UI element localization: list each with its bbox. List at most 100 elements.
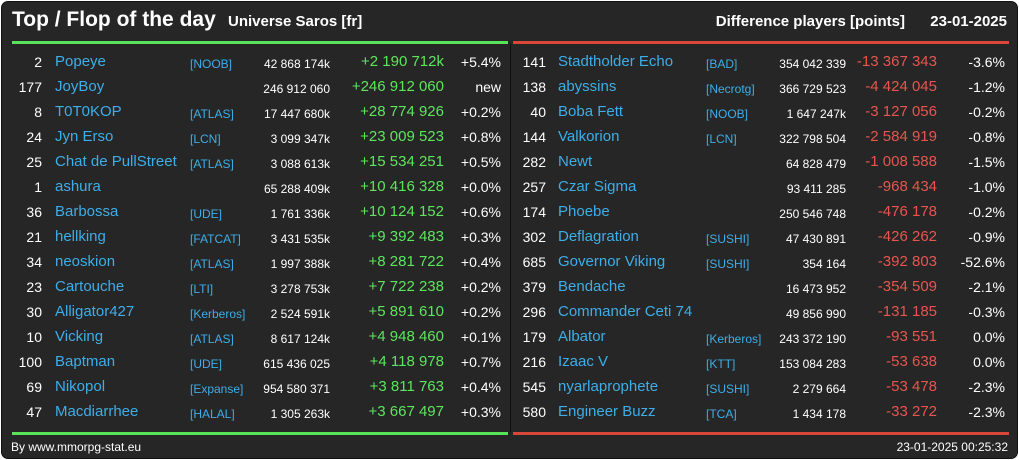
alliance-tag-link[interactable]: [Necrotg] — [706, 82, 755, 96]
points-value: 1 997 388k — [270, 257, 330, 271]
alliance-tag-link[interactable]: [LCN] — [706, 132, 737, 146]
points-value: 3 099 347k — [270, 132, 330, 146]
points-value: 1 434 178 — [792, 407, 846, 421]
points-value: 246 912 060 — [263, 82, 330, 96]
alliance-tag-link[interactable]: [HALAL] — [190, 407, 235, 421]
player-name-link[interactable]: Barbossa — [55, 203, 119, 220]
rank-value: 8 — [34, 104, 42, 120]
player-name-link[interactable]: T0T0KOP — [55, 103, 122, 120]
player-name-link[interactable]: Macdiarrhee — [55, 403, 139, 420]
player-name-link[interactable]: Alligator427 — [55, 303, 135, 320]
rank-value: 580 — [522, 404, 546, 420]
player-name-link[interactable]: nyarlaprophete — [558, 378, 659, 395]
player-name-link[interactable]: Albator — [558, 328, 606, 345]
player-name-link[interactable]: neoskion — [55, 253, 116, 270]
list-row: 144 Valkorion [LCN] 322 798 504 -2 584 919 -0… — [512, 124, 1009, 149]
flop-accent-bar-bottom — [513, 432, 1009, 435]
player-name-link[interactable]: Deflagration — [558, 228, 639, 245]
alliance-tag-link[interactable]: [NOOB] — [706, 107, 749, 121]
alliance-tag-link[interactable]: [KTT] — [706, 357, 736, 371]
points-value: 42 868 174k — [263, 57, 330, 71]
player-name-link[interactable]: Cartouche — [55, 278, 125, 295]
list-row: 257 Czar Sigma 93 411 285 -968 434 -1.0% — [512, 174, 1009, 199]
difference-value: +9 392 483 — [368, 228, 445, 245]
alliance-tag-link[interactable]: [ATLAS] — [190, 257, 234, 271]
player-name-link[interactable]: Engineer Buzz — [558, 403, 656, 420]
player-name-link[interactable]: Valkorion — [558, 128, 620, 145]
alliance-tag-link[interactable]: [Kerberos] — [706, 332, 762, 346]
points-value: 49 856 990 — [785, 307, 846, 321]
alliance-tag-link[interactable]: [UDE] — [190, 357, 223, 371]
player-name-link[interactable]: Stadtholder Echo — [558, 53, 674, 70]
alliance-tag-link[interactable]: [SUSHI] — [706, 257, 750, 271]
player-name-link[interactable]: Boba Fett — [558, 103, 624, 120]
percent-change-value: +0.1% — [460, 329, 501, 345]
percent-change-value: +0.2% — [460, 104, 501, 120]
list-row: 25 Chat de PullStreet [ATLAS] 3 088 613k +15… — [2, 149, 501, 174]
rank-value: 36 — [26, 204, 42, 220]
alliance-tag-link[interactable]: [TCA] — [706, 407, 737, 421]
difference-value: -426 262 — [877, 228, 937, 245]
alliance-tag-link[interactable]: [BAD] — [706, 57, 738, 71]
percent-change-value: -1.5% — [968, 154, 1005, 170]
player-name-link[interactable]: Chat de PullStreet — [55, 153, 177, 170]
percent-change-value: +0.3% — [460, 229, 501, 245]
player-name-link[interactable]: Popeye — [55, 53, 106, 70]
rank-value: 216 — [522, 354, 546, 370]
difference-value: -2 584 919 — [865, 128, 937, 145]
points-value: 243 372 190 — [779, 332, 846, 346]
player-name-link[interactable]: Phoebe — [558, 203, 610, 220]
top-accent-bar — [12, 41, 508, 44]
player-name-link[interactable]: abyssins — [558, 78, 617, 95]
list-row: 685 Governor Viking [SUSHI] 354 164 -392 803… — [512, 249, 1009, 274]
alliance-tag-link[interactable]: [NOOB] — [190, 57, 233, 71]
player-name-link[interactable]: Commander Ceti 74 — [558, 303, 693, 320]
points-value: 354 164 — [802, 257, 846, 271]
percent-change-value: -0.8% — [968, 129, 1005, 145]
player-name-link[interactable]: Izaac V — [558, 353, 609, 370]
alliance-tag-link[interactable]: [Expanse] — [190, 382, 244, 396]
points-value: 47 430 891 — [785, 232, 846, 246]
rank-value: 24 — [26, 129, 42, 145]
alliance-tag-link[interactable]: [SUSHI] — [706, 232, 750, 246]
alliance-tag-link[interactable]: [LCN] — [190, 132, 221, 146]
list-row: 179 Albator [Kerberos] 243 372 190 -93 551 0.… — [512, 324, 1009, 349]
difference-value: -13 367 343 — [856, 53, 937, 70]
difference-value: +28 774 926 — [360, 103, 444, 120]
player-name-link[interactable]: Newt — [558, 153, 593, 170]
percent-change-value: +0.5% — [460, 154, 501, 170]
player-name-link[interactable]: ashura — [55, 178, 101, 195]
player-name-link[interactable]: Czar Sigma — [558, 178, 637, 195]
alliance-tag-link[interactable]: [Kerberos] — [190, 307, 246, 321]
rank-value: 1 — [34, 179, 42, 195]
percent-change-value: -52.6% — [960, 254, 1005, 270]
player-name-link[interactable]: Baptman — [55, 353, 116, 370]
alliance-tag-link[interactable]: [ATLAS] — [190, 332, 234, 346]
player-name-link[interactable]: Jyn Erso — [55, 128, 114, 145]
player-name-link[interactable]: Nikopol — [55, 378, 106, 395]
list-row: 21 hellking [FATCAT] 3 431 535k +9 392 483 +0… — [2, 224, 501, 249]
player-name-link[interactable]: JoyBoy — [55, 78, 105, 95]
list-row: 10 Vicking [ATLAS] 8 617 124k +4 948 460 +0.1… — [2, 324, 501, 349]
difference-value: +15 534 251 — [360, 153, 444, 170]
player-name-link[interactable]: Bendache — [558, 278, 626, 295]
alliance-tag-link[interactable]: [ATLAS] — [190, 107, 234, 121]
list-row: 545 nyarlaprophete [SUSHI] 2 279 664 -53 478… — [512, 374, 1009, 399]
list-row: 100 Baptman [UDE] 615 436 025 +4 118 978 +0.7… — [2, 349, 501, 374]
difference-value: -33 272 — [886, 403, 937, 420]
alliance-tag-link[interactable]: [UDE] — [190, 207, 223, 221]
alliance-tag-link[interactable]: [ATLAS] — [190, 157, 234, 171]
list-row: 174 Phoebe 250 546 748 -476 178 -0.2% — [512, 199, 1009, 224]
rank-value: 100 — [18, 354, 42, 370]
player-name-link[interactable]: hellking — [55, 228, 106, 245]
player-name-link[interactable]: Governor Viking — [558, 253, 666, 270]
player-name-link[interactable]: Vicking — [55, 328, 104, 345]
alliance-tag-link[interactable]: [LTI] — [190, 282, 214, 296]
difference-value: +8 281 722 — [368, 253, 445, 270]
percent-change-value: new — [475, 79, 501, 95]
rank-value: 282 — [522, 154, 546, 170]
alliance-tag-link[interactable]: [FATCAT] — [190, 232, 241, 246]
difference-value: +7 722 238 — [368, 278, 445, 295]
alliance-tag-link[interactable]: [SUSHI] — [706, 382, 750, 396]
